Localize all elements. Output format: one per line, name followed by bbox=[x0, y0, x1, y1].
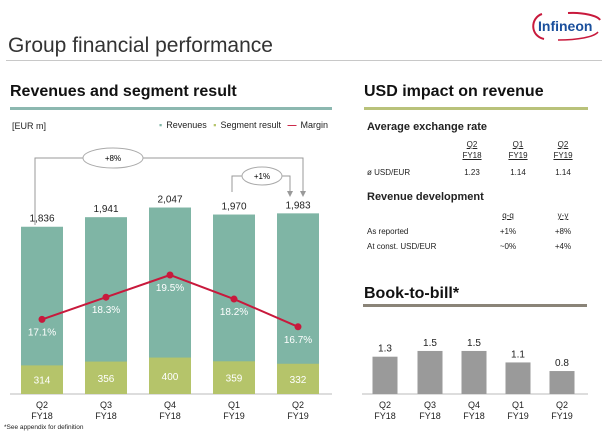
btb-bar bbox=[417, 350, 443, 394]
col-qq: q-q bbox=[502, 211, 514, 220]
segment-label: 356 bbox=[98, 374, 115, 385]
exchange-col-header: Q2 FY18 bbox=[462, 140, 482, 160]
margin-label: 18.3% bbox=[92, 305, 120, 316]
margin-point bbox=[38, 315, 46, 323]
btb-x-tick-label: Q2 bbox=[556, 400, 568, 410]
btb-x-tick-label: FY19 bbox=[551, 411, 573, 421]
btb-heading-rule bbox=[363, 304, 587, 307]
revenue-label: 1,983 bbox=[285, 200, 310, 211]
btb-x-tick-label: FY19 bbox=[507, 411, 529, 421]
cell: +4% bbox=[554, 242, 572, 251]
cell: +1% bbox=[499, 227, 517, 236]
margin-point bbox=[230, 295, 238, 303]
segment-label: 332 bbox=[290, 375, 307, 386]
x-tick-label: Q3 bbox=[100, 400, 112, 410]
x-tick-label: Q2 bbox=[292, 400, 304, 410]
x-tick-label: FY19 bbox=[287, 411, 309, 421]
cell: +8% bbox=[554, 227, 572, 236]
margin-point bbox=[294, 323, 302, 331]
infineon-logo: Infineon bbox=[532, 11, 601, 41]
segment-bar bbox=[85, 361, 127, 394]
revenue-dev-heading: Revenue development bbox=[367, 191, 484, 203]
segment-label: 359 bbox=[226, 374, 243, 385]
x-tick-label: Q4 bbox=[164, 400, 176, 410]
segment-bar bbox=[277, 363, 319, 394]
x-tick-label: Q2 bbox=[36, 400, 48, 410]
segment-label: 314 bbox=[34, 376, 51, 387]
legend-margin-marker: — bbox=[287, 120, 297, 130]
exchange-value: 1.14 bbox=[510, 168, 526, 177]
x-tick-label: FY19 bbox=[223, 411, 245, 421]
exchange-row-label: ø USD/EUR bbox=[367, 168, 411, 177]
btb-x-tick-label: Q2 bbox=[379, 400, 391, 410]
btb-value-label: 1.5 bbox=[467, 338, 481, 349]
exchange-col-header: Q2 FY19 bbox=[553, 140, 573, 160]
slide-title: Group financial performance bbox=[8, 34, 273, 57]
btb-x-tick-label: FY18 bbox=[419, 411, 441, 421]
margin-label: 17.1% bbox=[28, 327, 56, 338]
row-label: At const. USD/EUR bbox=[367, 242, 437, 251]
col-yy: y-y bbox=[557, 211, 569, 220]
margin-label: 18.2% bbox=[220, 307, 248, 318]
segment-label: 400 bbox=[162, 372, 179, 383]
exchange-value: 1.23 bbox=[464, 168, 480, 177]
revenues-heading: Revenues and segment result bbox=[10, 83, 237, 100]
revenue-label: 2,047 bbox=[157, 195, 182, 206]
revenues-chart: +8% +1% 1,836314Q2FY181,941356Q3FY182,04… bbox=[10, 147, 332, 421]
margin-label: 16.7% bbox=[284, 335, 312, 346]
usd-heading: USD impact on revenue bbox=[364, 83, 544, 100]
btb-value-label: 0.8 bbox=[555, 358, 569, 369]
btb-bar bbox=[461, 350, 487, 394]
legend: ▪ Revenues ▪ Segment result — Margin bbox=[155, 120, 328, 130]
qoq-label: +1% bbox=[254, 172, 270, 181]
exchange-value: 1.14 bbox=[555, 168, 571, 177]
btb-x-tick-label: Q4 bbox=[468, 400, 480, 410]
title-divider bbox=[6, 60, 602, 61]
yoy-label: +8% bbox=[105, 154, 121, 163]
btb-bar bbox=[505, 362, 531, 394]
segment-bar bbox=[21, 365, 63, 394]
btb-x-tick-label: FY18 bbox=[463, 411, 485, 421]
x-tick-label: FY18 bbox=[31, 411, 53, 421]
legend-segment: Segment result bbox=[220, 120, 281, 130]
exchange-col-header: Q1 FY19 bbox=[508, 140, 528, 160]
legend-margin: Margin bbox=[300, 120, 329, 130]
btb-x-tick-label: Q3 bbox=[424, 400, 436, 410]
qoq-bracket: +1% bbox=[231, 166, 293, 197]
btb-bar bbox=[549, 371, 575, 394]
unit-label: [EUR m] bbox=[12, 121, 47, 131]
legend-revenues-marker: ▪ bbox=[159, 120, 163, 130]
yoy-bracket: +8% bbox=[34, 147, 306, 225]
revenue-label: 1,970 bbox=[221, 202, 246, 213]
btb-value-label: 1.1 bbox=[511, 349, 525, 360]
margin-label: 19.5% bbox=[156, 283, 184, 294]
revenues-heading-rule bbox=[10, 107, 332, 110]
margin-point bbox=[166, 271, 174, 279]
row-label: As reported bbox=[367, 227, 409, 236]
logo-text: Infineon bbox=[538, 18, 592, 34]
x-tick-label: FY18 bbox=[95, 411, 117, 421]
segment-bar bbox=[213, 361, 255, 394]
cell: ~0% bbox=[499, 242, 517, 251]
usd-heading-rule bbox=[364, 107, 588, 110]
x-tick-label: Q1 bbox=[228, 400, 240, 410]
btb-bar bbox=[372, 356, 398, 394]
legend-segment-marker: ▪ bbox=[213, 120, 217, 130]
segment-bar bbox=[149, 357, 191, 394]
btb-heading: Book-to-bill* bbox=[364, 285, 460, 302]
btb-value-label: 1.3 bbox=[378, 344, 392, 355]
revenue-label: 1,836 bbox=[29, 214, 54, 225]
btb-value-label: 1.5 bbox=[423, 338, 437, 349]
btb-x-tick-label: FY18 bbox=[374, 411, 396, 421]
exchange-heading: Average exchange rate bbox=[367, 121, 488, 133]
btb-x-tick-label: Q1 bbox=[512, 400, 524, 410]
revenue-label: 1,941 bbox=[93, 204, 118, 215]
x-tick-label: FY18 bbox=[159, 411, 181, 421]
footnote: *See appendix for definition bbox=[4, 424, 84, 431]
legend-revenues: Revenues bbox=[166, 120, 207, 130]
margin-point bbox=[102, 293, 110, 301]
